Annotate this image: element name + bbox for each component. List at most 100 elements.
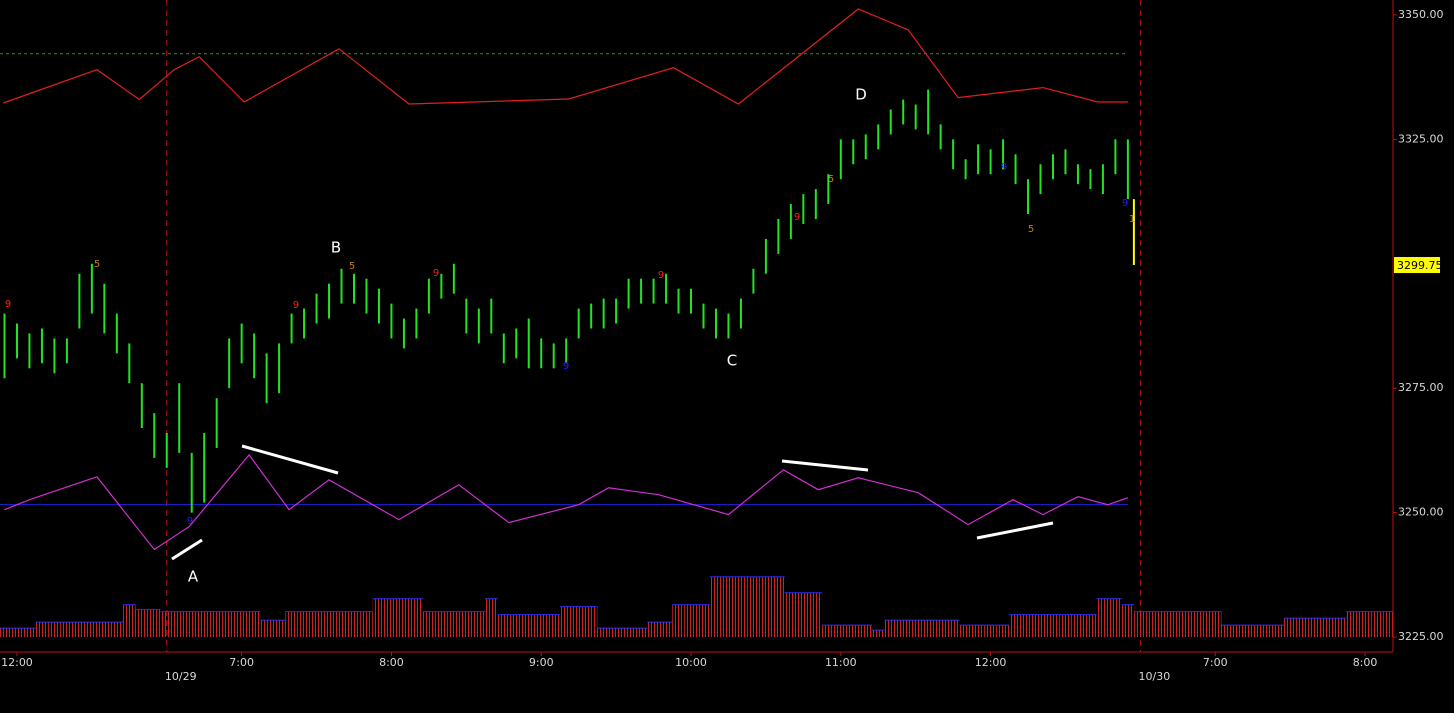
volume-bar [659, 622, 673, 637]
oscillator-line [4, 453, 1129, 551]
volume-bar [896, 620, 910, 637]
volume-bar [871, 630, 885, 637]
volume-bar [485, 598, 498, 637]
y-tick-label: 3225.00 [1398, 630, 1444, 643]
y-tick-label: 3275.00 [1398, 381, 1444, 394]
setup-count: 9 [794, 212, 800, 223]
setup-count: 5 [349, 261, 355, 272]
setup-count: 9 [5, 299, 11, 310]
setup-count: 5 [828, 174, 834, 185]
volume-bar [1046, 614, 1060, 637]
volume-bar [285, 611, 298, 637]
volume-bar [1346, 611, 1359, 637]
volume-bar [1296, 618, 1309, 637]
volume-bar [1159, 611, 1172, 637]
volume-bar [572, 606, 585, 637]
volume-bar [909, 620, 922, 637]
volume-bar [759, 576, 773, 637]
x-tick-label: 12:00 [1, 656, 33, 669]
trend-line [241, 444, 339, 475]
volume-bar [372, 598, 386, 637]
volume-bar [847, 625, 860, 637]
volume-bar [1246, 625, 1259, 637]
volume-bar [1059, 614, 1072, 637]
x-tick-label: 9:00 [529, 656, 554, 669]
annotation-label: A [188, 568, 199, 586]
x-tick-label: 8:00 [1353, 656, 1378, 669]
setup-count: 9 [1001, 162, 1007, 173]
annotation-label: C [727, 352, 737, 370]
volume-bar [1071, 614, 1085, 637]
volume-bar [1209, 611, 1222, 637]
x-tick-label: 8:00 [379, 656, 404, 669]
volume-bar [1358, 611, 1372, 637]
volume-bar [10, 628, 24, 637]
volume-bar [322, 611, 336, 637]
volume-bar [1221, 625, 1234, 637]
last-price-box [1394, 257, 1440, 274]
volume-bar [722, 576, 735, 637]
volume-bar [709, 576, 723, 637]
setup-count: 9 [1122, 198, 1128, 209]
volume-bar [946, 620, 960, 637]
volume-bar [747, 576, 760, 637]
volume-bar [1271, 625, 1284, 637]
x-tick-label: 12:00 [975, 656, 1007, 669]
setup-count: 9 [433, 268, 439, 279]
volume-bar [48, 622, 61, 637]
volume-bar [809, 592, 823, 637]
volume-bar [0, 628, 11, 637]
volume-bar [697, 604, 710, 637]
volume-bar [1134, 611, 1147, 637]
volume-bar [1034, 614, 1047, 637]
trend-line [781, 459, 869, 472]
y-tick-label: 3350.00 [1398, 8, 1444, 21]
volume-bar [984, 625, 997, 637]
volume-bar [510, 614, 523, 637]
volume-bar [397, 598, 411, 637]
volume-bar [584, 606, 598, 637]
volume-bar [85, 622, 99, 637]
volume-bar [1196, 611, 1210, 637]
setup-count: 5 [94, 259, 100, 270]
volume-bar [310, 611, 323, 637]
trend-line [976, 521, 1054, 540]
y-tick-label: 3250.00 [1398, 506, 1444, 519]
volume-bar [435, 611, 448, 637]
volume-bar [1021, 614, 1035, 637]
date-label: 10/29 [165, 670, 197, 683]
volume-bar [784, 592, 798, 637]
annotation-label: D [855, 86, 867, 104]
volume-bar [35, 622, 49, 637]
volume-bar [1146, 611, 1160, 637]
volume-bar [148, 609, 161, 637]
volume-bar [222, 611, 236, 637]
volume-bar [210, 611, 223, 637]
date-label: 10/30 [1139, 670, 1171, 683]
plot-area [0, 0, 1393, 652]
volume-bar [1258, 625, 1272, 637]
volume-bar [1109, 598, 1122, 637]
volume-bar [934, 620, 947, 637]
volume-bar [460, 611, 473, 637]
annotation-label: B [331, 239, 341, 257]
x-tick-label: 10:00 [675, 656, 707, 669]
last-price-label: 3299.75 [1397, 259, 1443, 272]
volume-bar [497, 614, 511, 637]
volume-bar [772, 576, 785, 637]
volume-bar [684, 604, 698, 637]
volume-bar [410, 598, 423, 637]
volume-bar [834, 625, 848, 637]
volume-bar [1233, 625, 1247, 637]
volume-bar [822, 625, 835, 637]
volume-bar [447, 611, 461, 637]
volume-bar [422, 611, 436, 637]
x-tick-label: 7:00 [229, 656, 254, 669]
volume-bar [996, 625, 1010, 637]
volume-bar [197, 611, 211, 637]
volume-bar [23, 628, 36, 637]
volume-bar [297, 611, 311, 637]
volume-bar [360, 611, 373, 637]
